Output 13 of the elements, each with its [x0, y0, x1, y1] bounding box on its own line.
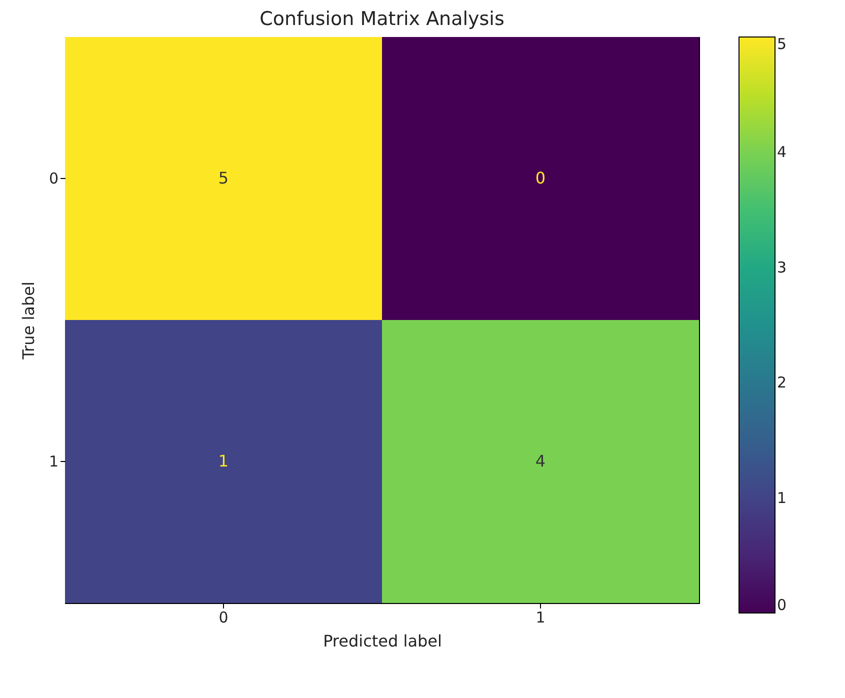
color-bar-label: 0 [777, 596, 787, 614]
data-label: 5 [218, 168, 229, 188]
y-axis-title: True label [18, 282, 38, 360]
color-bar-label: 5 [777, 35, 787, 53]
color-bar-label: 1 [777, 488, 787, 507]
color-bar-label: 4 [777, 143, 787, 162]
data-label: 4 [535, 452, 546, 470]
color-bar-label: 3 [777, 258, 787, 276]
color-bar-label: 2 [777, 374, 787, 392]
x-axis-title: Predicted label [323, 632, 442, 650]
data-label: 1 [218, 452, 229, 470]
chart-title: Confusion Matrix Analysis [260, 8, 504, 30]
data-label: 0 [535, 168, 546, 188]
